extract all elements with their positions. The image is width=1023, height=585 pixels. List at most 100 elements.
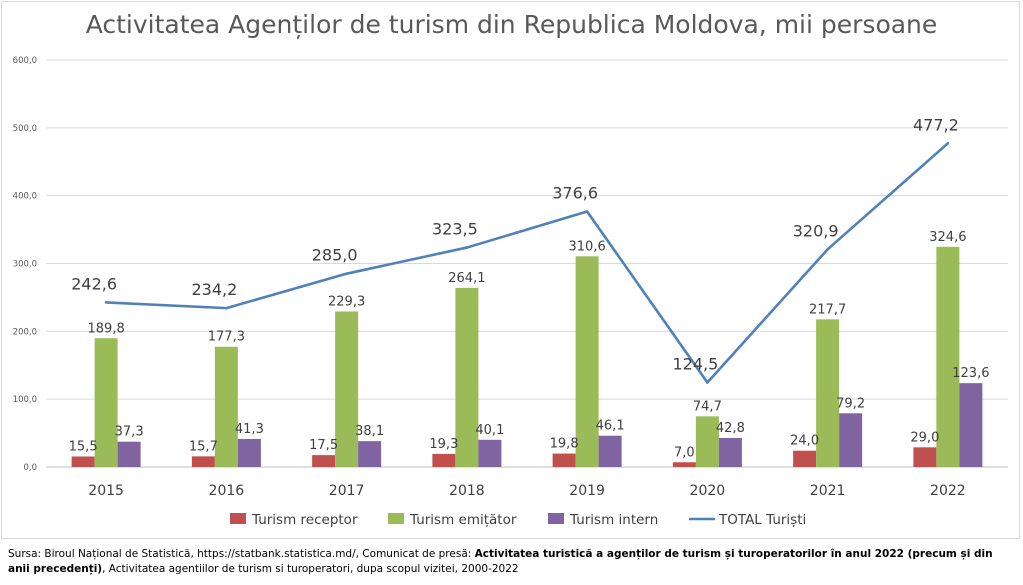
bar-label-turism-intern: 41,3 xyxy=(235,422,264,437)
bar-label-turism-emitator: 189,8 xyxy=(88,321,125,336)
y-tick-label: 600,0 xyxy=(13,56,37,66)
bar-label-turism-receptor: 29,0 xyxy=(910,430,939,445)
line-point-total-turisti xyxy=(946,141,950,145)
bar-label-turism-intern: 40,1 xyxy=(475,423,504,438)
x-tick-label: 2018 xyxy=(449,483,485,499)
legend-swatch-turism-receptor xyxy=(230,513,246,524)
bar-label-turism-emitator: 74,7 xyxy=(693,399,722,414)
line-total-turisti xyxy=(106,142,949,384)
bar-turism-receptor xyxy=(432,453,456,467)
x-tick-label: 2016 xyxy=(209,483,245,499)
y-tick-label: 300,0 xyxy=(13,260,37,270)
x-tick-label: 2022 xyxy=(930,483,966,499)
x-tick-label: 2019 xyxy=(569,483,605,499)
x-tick-label: 2017 xyxy=(329,483,365,499)
x-tick-label: 2015 xyxy=(88,483,124,499)
bar-turism-emitator xyxy=(816,319,840,467)
legend-swatch-turism-emitator xyxy=(388,513,404,524)
bar-turism-receptor xyxy=(71,456,95,467)
line-label-total-turisti: 320,9 xyxy=(793,221,839,240)
y-tick-label: 200,0 xyxy=(13,327,37,337)
bar-turism-emitator xyxy=(455,287,479,467)
bar-turism-intern xyxy=(117,441,141,467)
source-bold: Activitatea turistică a agenților de tur… xyxy=(8,548,993,575)
chart-title: Activitatea Agenților de turism din Repu… xyxy=(85,10,938,39)
bar-turism-intern xyxy=(959,383,983,467)
x-axis-ticks: 2015 2016 2017 2018 2019 2020 2021 2022 xyxy=(88,483,965,499)
line-point-total-turisti xyxy=(104,301,108,304)
line-point-total-turisti xyxy=(345,272,348,275)
bar-label-turism-receptor: 15,5 xyxy=(69,439,98,454)
line-label-total-turisti: 285,0 xyxy=(312,246,358,265)
legend: Turism receptor Turism emițător Turism int… xyxy=(230,512,806,528)
y-tick-label: 0,0 xyxy=(23,463,37,473)
bar-turism-emitator xyxy=(335,311,359,467)
bar-label-turism-receptor: 24,0 xyxy=(790,434,819,449)
bar-turism-intern xyxy=(478,439,502,467)
bar-label-turism-receptor: 19,3 xyxy=(429,437,458,452)
line-point-total-turisti xyxy=(706,381,709,384)
bar-label-turism-receptor: 17,5 xyxy=(309,438,338,453)
line-point-total-turisti xyxy=(465,246,469,249)
legend-label-turism-receptor: Turism receptor xyxy=(251,512,358,528)
bar-turism-receptor xyxy=(191,456,215,467)
source-note: Sursa: Biroul Național de Statistică, ht… xyxy=(8,547,1018,577)
bar-turism-emitator xyxy=(936,246,960,467)
bar-turism-intern xyxy=(839,413,863,467)
legend-label-total-turisti: TOTAL Turiști xyxy=(718,512,806,528)
line-label-total-turisti: 376,6 xyxy=(552,184,598,203)
bar-turism-intern xyxy=(718,437,742,467)
line-point-total-turisti xyxy=(225,306,228,310)
bar-turism-emitator xyxy=(94,338,118,467)
bar-label-turism-intern: 123,6 xyxy=(952,366,989,381)
bar-turism-receptor xyxy=(913,447,937,467)
gridlines xyxy=(46,59,1008,468)
bar-turism-intern xyxy=(358,441,382,467)
bar-label-turism-intern: 46,1 xyxy=(596,419,625,434)
bar-turism-intern xyxy=(237,438,261,467)
y-tick-label: 400,0 xyxy=(13,192,37,202)
bar-label-turism-emitator: 310,6 xyxy=(569,239,606,254)
bar-turism-receptor xyxy=(552,453,576,467)
line-label-total-turisti: 124,5 xyxy=(672,355,718,374)
line-point-total-turisti xyxy=(585,210,589,213)
bar-turism-intern xyxy=(598,435,622,467)
bar-turism-emitator xyxy=(575,256,599,467)
bar-label-turism-receptor: 7,0 xyxy=(674,445,695,460)
bar-turism-emitator xyxy=(695,416,719,467)
source-prefix: Sursa: Biroul Național de Statistică, ht… xyxy=(8,548,475,560)
source-suffix: , Activitatea agentiilor de turism si tu… xyxy=(102,563,519,575)
legend-swatch-turism-intern xyxy=(548,513,564,524)
y-tick-label: 500,0 xyxy=(13,124,37,134)
bar-label-turism-intern: 37,3 xyxy=(115,425,144,440)
legend-label-turism-emitator: Turism emițător xyxy=(409,512,517,528)
legend-label-turism-intern: Turism intern xyxy=(569,512,658,528)
bar-label-turism-intern: 79,2 xyxy=(836,396,865,411)
x-tick-label: 2021 xyxy=(810,483,846,499)
bar-label-turism-intern: 42,8 xyxy=(716,421,745,436)
line-label-total-turisti: 234,2 xyxy=(191,280,237,299)
bar-label-turism-receptor: 15,7 xyxy=(189,439,218,454)
total-line xyxy=(104,141,950,384)
y-axis-ticks: 0,0 100,0 200,0 300,0 400,0 500,0 600,0 xyxy=(13,56,37,473)
bar-label-turism-emitator: 229,3 xyxy=(328,294,365,309)
bar-label-turism-emitator: 264,1 xyxy=(448,271,485,286)
x-tick-label: 2020 xyxy=(690,483,726,499)
bar-label-turism-receptor: 19,8 xyxy=(550,437,579,452)
bar-turism-receptor xyxy=(312,455,336,467)
bar-turism-receptor xyxy=(793,450,817,467)
line-label-total-turisti: 242,6 xyxy=(71,274,117,293)
bars xyxy=(71,246,983,467)
y-tick-label: 100,0 xyxy=(13,395,37,405)
bar-turism-emitator xyxy=(214,346,238,467)
bar-label-turism-intern: 38,1 xyxy=(355,424,384,439)
bar-label-turism-emitator: 217,7 xyxy=(809,302,846,317)
data-labels: 15,5 15,7 17,5 19,3 19,8 7,0 24,0 29,0 189,8 177,… xyxy=(69,115,990,460)
line-label-total-turisti: 477,2 xyxy=(913,115,959,134)
bar-label-turism-emitator: 324,6 xyxy=(929,230,966,245)
line-label-total-turisti: 323,5 xyxy=(432,220,478,239)
bar-turism-receptor xyxy=(672,462,696,467)
line-point-total-turisti xyxy=(826,248,829,251)
bar-label-turism-emitator: 177,3 xyxy=(208,330,245,345)
